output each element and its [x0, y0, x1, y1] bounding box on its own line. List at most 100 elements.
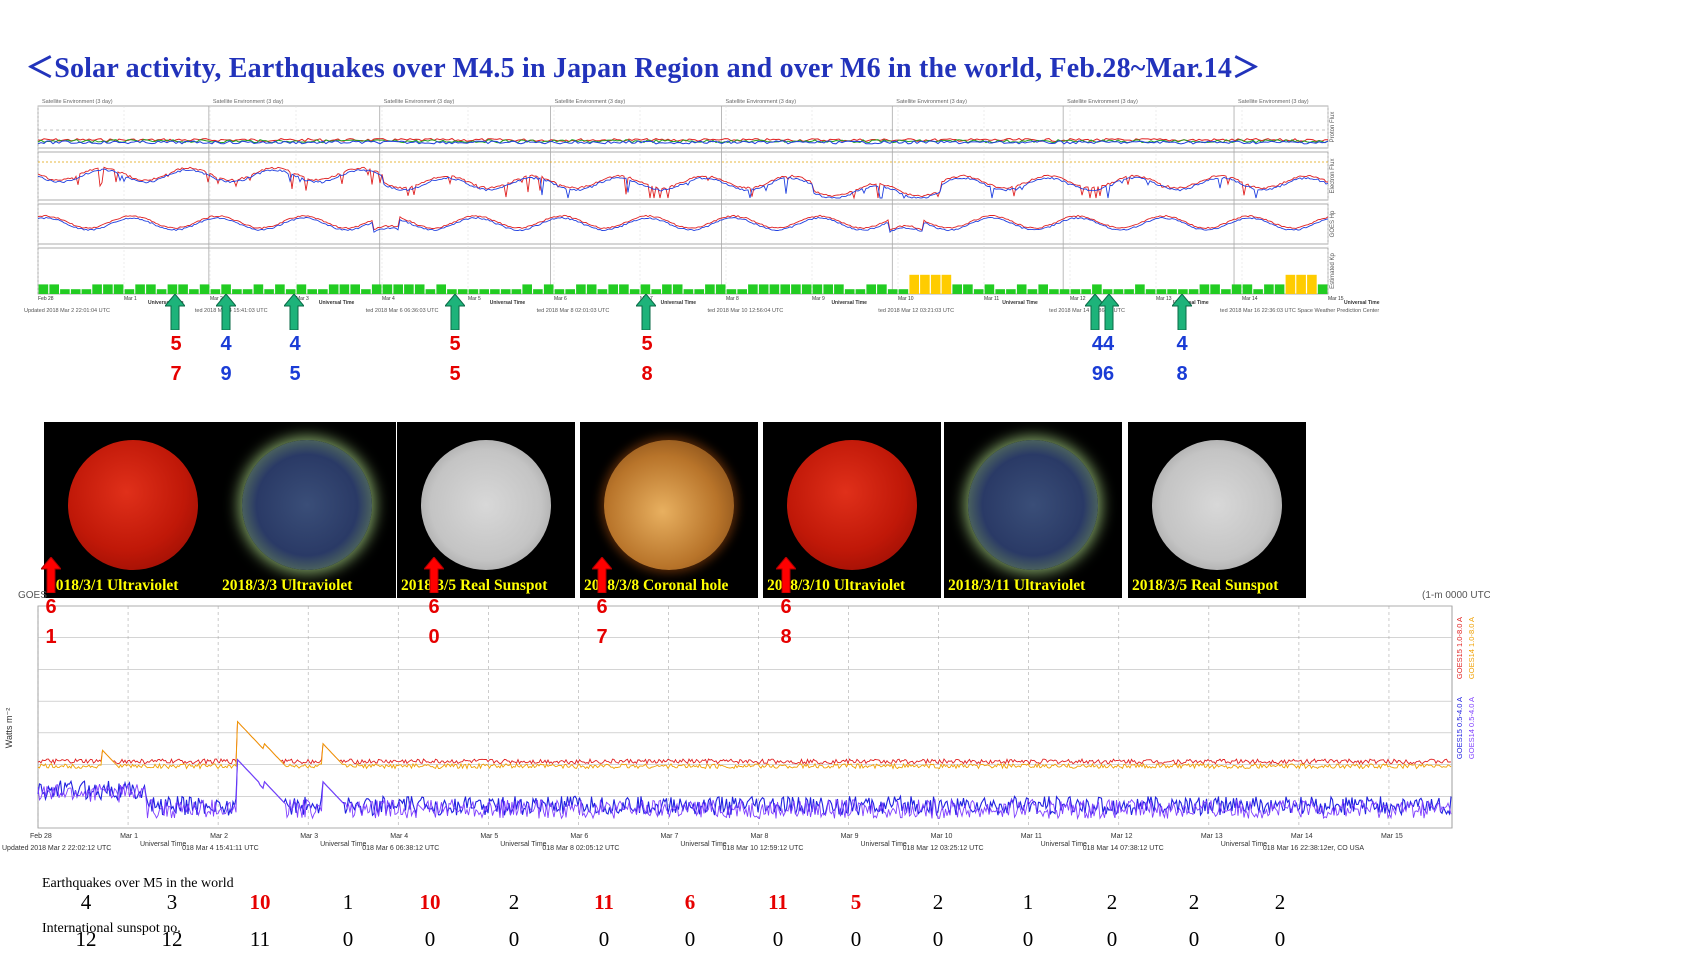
- green-arrow-icon: [214, 293, 238, 335]
- universal-time-label: Universal Time: [1173, 300, 1209, 306]
- kp-bar: [328, 284, 339, 294]
- kp-bar: [1178, 289, 1188, 294]
- red-arrow-icon: [774, 556, 798, 598]
- universal-time-label: Universal Time: [140, 841, 186, 848]
- strip-label: Satellite Environment (3 day): [555, 99, 626, 105]
- kp-bar: [1038, 284, 1048, 294]
- day-tick-label: Mar 1: [124, 296, 137, 302]
- kp-bar: [1016, 284, 1027, 294]
- updated-label: 018 Mar 14 07:38:12 UTC: [1083, 845, 1164, 852]
- quake-digit: 5: [449, 363, 461, 385]
- quake-digit: 9: [220, 363, 232, 385]
- kp-bar: [920, 274, 930, 294]
- day-tick-label: Mar 9: [812, 296, 825, 302]
- kp-bar: [662, 284, 672, 294]
- day-tick-label: Mar 5: [480, 833, 498, 840]
- sunspot-number-cell: 0: [1188, 927, 1200, 951]
- green-arrow-icon: [282, 293, 306, 335]
- universal-time-label: Universal Time: [1344, 300, 1380, 306]
- day-tick-label: Mar 8: [751, 833, 769, 840]
- hp-line: [37, 214, 1329, 232]
- kp-bar: [726, 289, 737, 294]
- kp-bar: [1296, 274, 1306, 294]
- kp-bar: [414, 284, 425, 294]
- kp-bar: [1317, 284, 1328, 294]
- kp-bar: [930, 274, 941, 294]
- day-tick-label: Mar 6: [554, 296, 567, 302]
- updated-label: ted 2018 Mar 4 15:41:03 UTC: [195, 308, 268, 314]
- updated-label: ted 2018 Mar 12 03:21:03 UTC: [878, 308, 954, 314]
- sunspot-number-cell: 0: [424, 927, 436, 951]
- kp-bar: [81, 289, 92, 294]
- updated-label: ted 2018 Mar 16 22:36:03 UTC Space Weath…: [1220, 308, 1379, 314]
- kp-bar: [103, 284, 113, 294]
- xray-series-line: [37, 758, 1452, 821]
- kp-bar: [1274, 284, 1285, 294]
- quake-digit: 5: [289, 363, 301, 385]
- universal-time-label: Universal Time: [320, 841, 366, 848]
- kp-bar: [963, 284, 973, 294]
- proton-flux-line: [37, 139, 1329, 144]
- earthquake-count-cell: 5: [850, 890, 862, 914]
- kp-bar: [296, 284, 307, 294]
- kp-bar: [1092, 284, 1102, 294]
- updated-label: 018 Mar 10 12:59:12 UTC: [723, 845, 804, 852]
- kp-bar: [1070, 289, 1081, 294]
- kp-bar: [490, 289, 500, 294]
- earthquake-count-cell: 2: [1188, 890, 1200, 914]
- quake-digit: 4: [289, 333, 301, 355]
- day-tick-label: Mar 9: [841, 833, 859, 840]
- xray-flux-chart: GOES (1-m 0000 UTC Watts m⁻² Feb 28 Mar 1 Mar…: [2, 590, 1490, 852]
- kp-bar: [801, 284, 812, 294]
- sun-disc: [421, 440, 551, 570]
- red-arrow-icon: [39, 556, 63, 598]
- quake-digit: 6: [596, 596, 608, 618]
- red-arrow-icon: [422, 556, 446, 598]
- kp-bar: [683, 289, 694, 294]
- day-tick-label: Mar 2: [210, 296, 223, 302]
- kp-bar: [629, 289, 640, 294]
- kp-bar: [199, 284, 210, 294]
- kp-bar: [307, 289, 317, 294]
- earthquake-count-cell: 2: [1106, 890, 1118, 914]
- kp-bar: [1124, 289, 1134, 294]
- kp-bar: [382, 284, 393, 294]
- kp-bar: [135, 284, 145, 294]
- kp-bar: [146, 284, 156, 294]
- kp-bar: [264, 289, 274, 294]
- sun-disc: [968, 440, 1098, 570]
- xray-legend-label: GOES14 0.5-4.0 A: [1467, 697, 1476, 759]
- kp-bar: [554, 289, 565, 294]
- earthquake-count-cell: 1: [342, 890, 354, 914]
- sunspot-number-cell: 12: [161, 927, 183, 951]
- kp-bar: [877, 284, 887, 294]
- updated-label: ted 2018 Mar 6 06:36:03 UTC: [366, 308, 439, 314]
- quake-digit: 5: [641, 333, 653, 355]
- updated-label: 018 Mar 16 22:38:12er, CO USA: [1263, 845, 1364, 852]
- kp-bar: [1221, 289, 1231, 294]
- kp-bar: [275, 284, 285, 294]
- sun-disc: [68, 440, 198, 570]
- xray-series-line: [37, 720, 1452, 770]
- sunspot-number-cell: 11: [249, 927, 271, 951]
- sunspot-number-cell: 0: [508, 927, 520, 951]
- kp-bar: [952, 284, 962, 294]
- panel-row-label: Electron Flux: [1330, 158, 1336, 193]
- satellite-environment-panels: Proton Flux Electron Flux GOES Hp Estimated…: [24, 99, 1380, 314]
- day-tick-label: Mar 3: [300, 833, 318, 840]
- day-tick-label: Mar 11: [984, 296, 999, 302]
- kp-bar: [500, 289, 511, 294]
- quake-digit: 5: [449, 333, 461, 355]
- green-arrow-icon: [1170, 293, 1194, 335]
- panel-row-label: GOES Hp: [1330, 210, 1336, 237]
- sunspot-number-cell: 12: [75, 927, 97, 951]
- updated-label: Updated 2018 Mar 2 22:02:12 UTC: [2, 845, 111, 852]
- kp-bar: [834, 284, 844, 294]
- kp-bar: [855, 289, 866, 294]
